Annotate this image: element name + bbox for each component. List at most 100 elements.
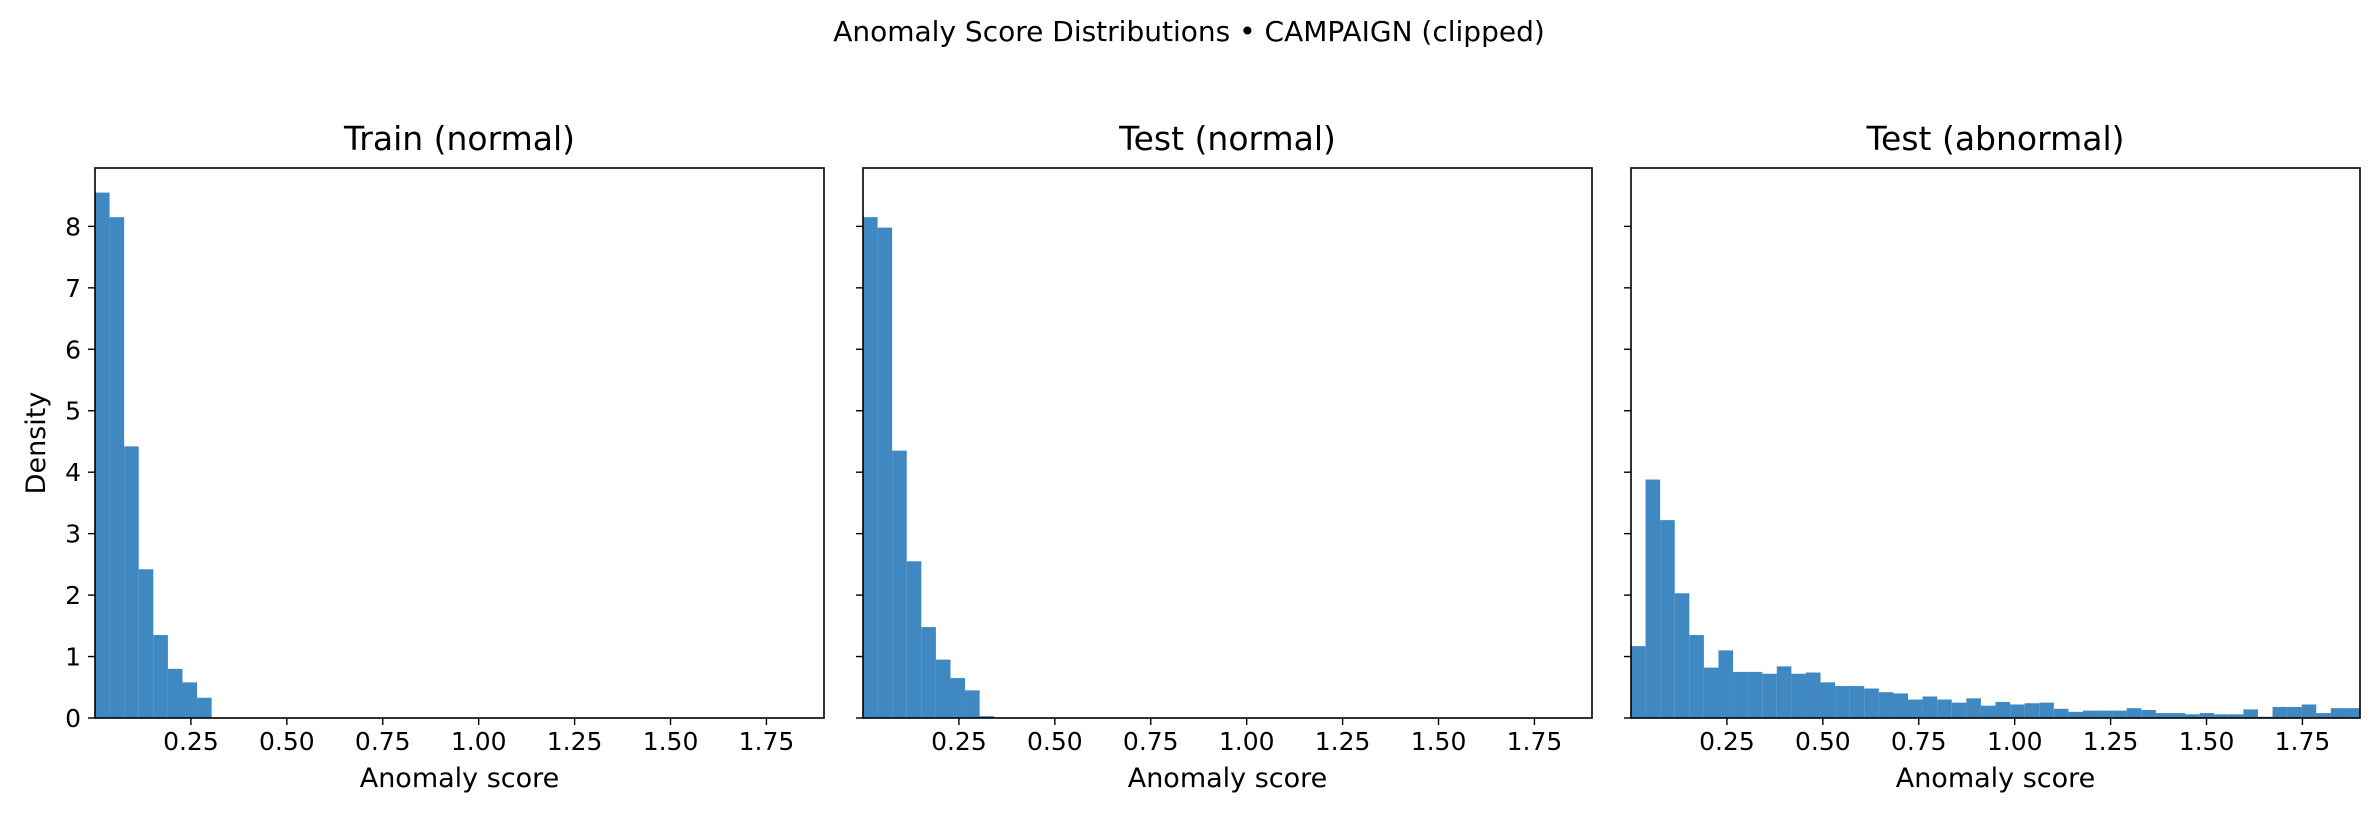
histogram-bar [2024,703,2040,718]
panel-title: Test (normal) [1118,119,1336,158]
histogram-bar [124,446,139,718]
histogram-bar [1995,702,2011,718]
histogram-bar [197,697,212,718]
histogram-bars [1631,479,2360,718]
x-tick-label: 0.75 [1891,727,1947,756]
x-tick-label: 0.25 [1699,727,1755,756]
histogram-bar [1937,699,1952,718]
histogram-bar [2199,713,2215,718]
histogram-bar [2345,708,2360,718]
histogram-bar [1631,646,1646,718]
axes-frame [862,167,1593,719]
histogram-bar [2039,702,2054,718]
panel-title: Test (abnormal) [1865,119,2124,158]
histogram-bar [877,227,893,719]
histogram-bars [863,217,995,719]
y-tick-label: 0 [65,704,81,733]
histogram-bar [1849,686,1865,718]
x-axis-label: Anomaly score [1128,763,1328,794]
histogram-bar [2082,710,2098,718]
histogram-bar [2126,708,2142,718]
panel-test-abnormal: Test (abnormal) Anomaly score 0.25 0.50 0.… [1624,119,2361,794]
histogram-bars [95,192,212,718]
x-tick-label: 1.25 [547,727,603,756]
y-tick-label: 5 [65,397,81,426]
histogram-bar [2316,713,2331,718]
x-tick-label: 1.25 [2083,727,2139,756]
histogram-bar [935,659,951,718]
histogram-bar [1776,666,1792,718]
y-tick-label: 7 [65,274,81,303]
x-tick-label: 0.75 [355,727,411,756]
x-tick-label: 1.50 [643,727,699,756]
histogram-bar [906,561,922,718]
panel-test-normal: Test (normal) Anomaly score 0.25 0.50 0.75… [856,119,1593,794]
histogram-bar [1951,702,1967,718]
x-tick-label: 1.75 [739,727,795,756]
histogram-bar [2185,714,2200,718]
histogram-bar [2301,704,2317,718]
y-tick-label: 6 [65,335,81,364]
histogram-bar [2214,714,2229,718]
histogram-bar [1805,672,1821,718]
histogram-bar [2097,710,2113,718]
y-tick-label: 4 [65,458,81,487]
figure-suptitle: Anomaly Score Distributions • CAMPAIGN (… [833,15,1545,48]
histogram-bar [2272,706,2288,718]
histogram-bar [1791,673,1806,718]
histogram-bar [1820,682,1836,718]
x-tick-label: 1.00 [1987,727,2043,756]
histogram-bar [1893,693,1909,718]
histogram-bar [1660,520,1675,718]
histogram-bar [2228,714,2244,718]
histogram-bar [2287,706,2302,718]
histogram-bar [921,627,936,718]
x-tick-label: 1.50 [2179,727,2235,756]
x-tick-label: 0.25 [931,727,987,756]
histogram-bar [182,682,198,718]
histogram-bar [892,450,907,718]
histogram-bar [138,569,154,718]
histogram-bar [1733,671,1748,718]
histogram-bar [1864,688,1879,718]
histogram-bar [1674,593,1690,718]
axes-frame [1630,167,2361,719]
histogram-bar [1747,671,1763,718]
histogram-bar [2170,713,2186,718]
y-tick-label: 8 [65,212,81,241]
histogram-bar [950,678,966,718]
histogram-bar [2053,708,2069,718]
x-axis-label: Anomaly score [1896,763,2096,794]
x-tick-label: 1.75 [1507,727,1563,756]
x-tick-label: 1.00 [451,727,507,756]
histogram-bar [1966,698,1981,718]
x-tick-label: 1.25 [1315,727,1371,756]
histogram-bar [1835,686,1850,718]
histogram-bar [2010,704,2025,718]
histogram-bar [153,635,168,718]
y-axis-label: Density [21,392,52,495]
x-tick-label: 0.25 [163,727,219,756]
x-tick-label: 1.50 [1411,727,1467,756]
histogram-bar [2112,710,2127,718]
histogram-bar [2068,711,2083,718]
histogram-bar [2141,710,2156,718]
histogram-bar [1980,705,1996,718]
panel-train-normal: Train (normal) Anomaly score Density 0.2… [21,119,825,794]
x-tick-label: 0.50 [259,727,315,756]
histogram-bar [2330,708,2346,718]
histogram-bar [167,668,183,718]
histogram-bar [2155,713,2171,718]
y-tick-label: 1 [65,643,81,672]
x-tick-label: 1.00 [1219,727,1275,756]
histogram-bar [1703,667,1719,718]
x-tick-label: 0.50 [1027,727,1083,756]
axes-frame [94,167,825,719]
histogram-bar [2243,709,2258,718]
x-tick-label: 1.75 [2275,727,2331,756]
histogram-bar [863,217,878,718]
x-axis-label: Anomaly score [360,763,560,794]
x-tick-label: 0.75 [1123,727,1179,756]
histogram-bar [109,217,125,718]
